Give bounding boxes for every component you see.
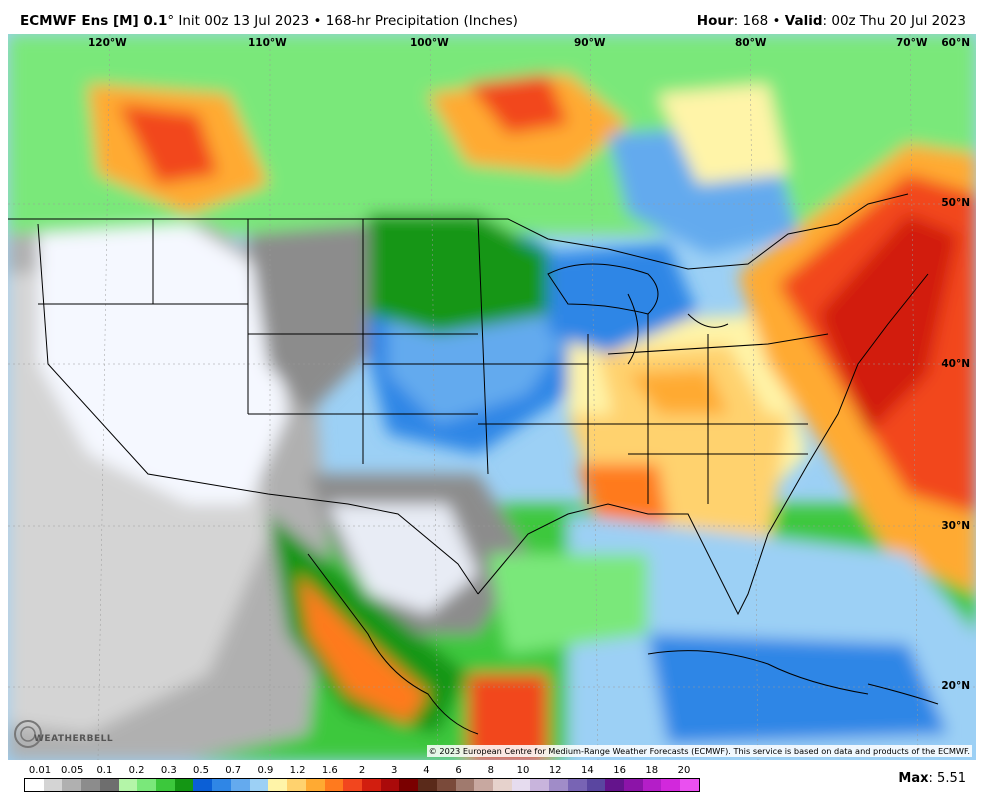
lat-label-50n: 50°N: [941, 197, 970, 209]
legend-label: 20: [677, 765, 691, 776]
legend-label: 0.01: [28, 765, 52, 776]
hour-label: Hour: [696, 13, 734, 29]
lon-label-100w: 100°W: [410, 37, 449, 49]
degree-symbol: °: [167, 13, 175, 29]
legend-swatch: [624, 779, 643, 791]
legend-swatch: [455, 779, 475, 791]
legend-swatch: [25, 779, 44, 791]
lat-label-30n: 30°N: [941, 520, 970, 532]
max-label: Max: [898, 771, 929, 786]
lon-label-70w: 70°W: [896, 37, 928, 49]
max-value: Max: 5.51: [898, 771, 966, 786]
legend-label: 0.3: [160, 765, 177, 776]
legend-swatch: [361, 779, 381, 791]
legend-swatch: [81, 779, 100, 791]
header: ECMWF Ens [M] 0.1° Init 00z 13 Jul 2023 …: [0, 0, 984, 34]
legend-swatch: [605, 779, 624, 791]
legend-swatch: [212, 779, 231, 791]
lon-label-90w: 90°W: [574, 37, 606, 49]
legend-swatch: [118, 779, 138, 791]
legend-label: 3: [391, 765, 398, 776]
hour-value: 168: [742, 13, 769, 29]
legend-swatch: [661, 779, 681, 791]
legend-swatch: [586, 779, 606, 791]
legend-label: 8: [487, 765, 494, 776]
legend-label: 14: [581, 765, 594, 776]
legend-swatch: [511, 779, 531, 791]
legend-label: 0.9: [257, 765, 274, 776]
lon-label-120w: 120°W: [88, 37, 127, 49]
color-scale-legend: 0.01 0.05 0.1 0.2 0.3 0.5 0.7 0.9 1.2 1.6 2 3 4 6 8 10 1…: [24, 764, 700, 794]
legend-label: 12: [548, 765, 562, 776]
legend-swatch: [137, 779, 157, 791]
legend-swatch: [193, 779, 213, 791]
valid-time-info: Hour: 168 • Valid: 00z Thu 20 Jul 2023: [696, 13, 966, 29]
legend-swatch: [418, 779, 437, 791]
separator: •: [309, 13, 326, 29]
legend-swatch: [436, 779, 456, 791]
legend-swatch: [642, 779, 662, 791]
legend-label: 1.2: [289, 765, 306, 776]
valid-label: Valid: [784, 13, 823, 29]
lat-label-60n: 60°N: [941, 37, 970, 49]
legend-swatch: [680, 779, 699, 791]
legend-label: 0.2: [128, 765, 145, 776]
legend-swatch: [324, 779, 344, 791]
legend-swatch: [530, 779, 550, 791]
map-graphic: [8, 34, 976, 760]
product-name: 168-hr Precipitation (Inches): [325, 13, 518, 29]
precipitation-map: 120°W 110°W 100°W 90°W 80°W 70°W 60°N 50…: [8, 34, 976, 760]
legend-swatch: [567, 779, 587, 791]
legend-label: 2: [358, 765, 366, 776]
legend-swatch: [99, 779, 119, 791]
legend-color-bar: [24, 778, 700, 792]
legend-label: 18: [645, 765, 659, 776]
legend-label: 0.7: [225, 765, 242, 776]
legend-swatch: [174, 779, 194, 791]
legend-swatch: [399, 779, 419, 791]
legend-swatch: [474, 779, 493, 791]
legend-swatch: [305, 779, 325, 791]
legend-swatch: [43, 779, 63, 791]
max-number: : 5.51: [928, 771, 966, 786]
legend-label: 6: [455, 765, 462, 776]
legend-label: 0.05: [61, 765, 84, 776]
lat-label-20n: 20°N: [941, 680, 970, 692]
graticule: [8, 34, 976, 760]
legend-label: 16: [613, 765, 626, 776]
chart-title: ECMWF Ens [M] 0.1° Init 00z 13 Jul 2023 …: [20, 13, 518, 29]
legend-label: 0.1: [96, 765, 113, 776]
copyright-credit: © 2023 European Centre for Medium-Range …: [426, 745, 972, 757]
lon-label-110w: 110°W: [248, 37, 287, 49]
valid-value: 00z Thu 20 Jul 2023: [831, 13, 966, 29]
legend-swatch: [268, 779, 288, 791]
init-time: Init 00z 13 Jul 2023: [174, 13, 310, 29]
legend-swatch: [492, 779, 512, 791]
legend-swatch: [380, 779, 400, 791]
lon-label-80w: 80°W: [735, 37, 767, 49]
legend-swatch: [62, 779, 82, 791]
legend-swatch: [549, 779, 568, 791]
borders: [8, 193, 939, 735]
legend-swatch: [156, 779, 175, 791]
legend-label: 0.5: [193, 765, 209, 776]
legend-swatch: [230, 779, 250, 791]
legend-swatch: [287, 779, 306, 791]
logo-text: WEATHERBELL: [34, 734, 114, 744]
legend-swatch: [249, 779, 269, 791]
legend-label: 10: [516, 765, 530, 776]
legend-swatch: [343, 779, 362, 791]
lat-label-40n: 40°N: [941, 358, 970, 370]
legend-label: 4: [423, 765, 430, 776]
weatherbell-logo: WEATHERBELL: [12, 710, 113, 754]
legend-label: 1.6: [321, 765, 338, 776]
model-name: ECMWF Ens [M] 0.1: [20, 13, 168, 29]
